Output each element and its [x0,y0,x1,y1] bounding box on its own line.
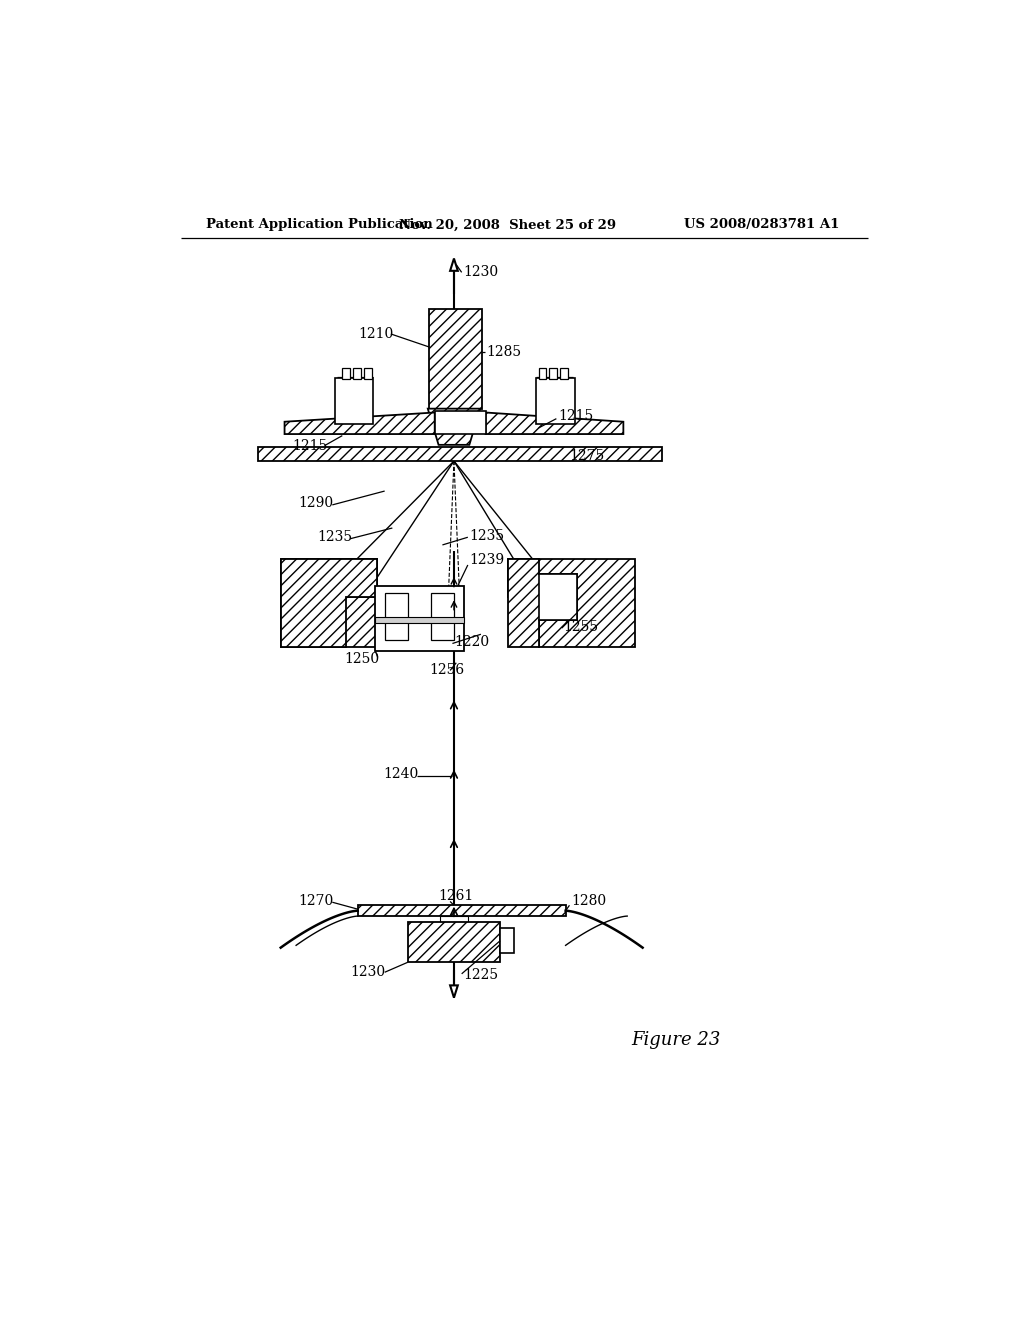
Polygon shape [285,412,435,434]
Bar [376,586,464,651]
Text: 1239: 1239 [469,553,505,568]
Text: 1290: 1290 [298,496,334,511]
Text: 1210: 1210 [358,327,394,341]
Polygon shape [451,985,458,998]
Bar [353,368,360,379]
Text: 1256: 1256 [429,664,465,677]
Bar [281,558,377,647]
Text: 1280: 1280 [571,895,606,908]
Bar [539,368,547,379]
Bar [346,558,377,597]
Bar [550,368,557,379]
Text: Nov. 20, 2008  Sheet 25 of 29: Nov. 20, 2008 Sheet 25 of 29 [399,218,616,231]
Polygon shape [428,409,480,445]
Bar [537,378,574,424]
Text: US 2008/0283781 A1: US 2008/0283781 A1 [684,218,839,231]
Text: 1240: 1240 [383,767,419,781]
Text: 1270: 1270 [298,894,334,908]
Bar [346,558,377,597]
Polygon shape [508,558,635,647]
Text: 1235: 1235 [316,531,352,544]
Bar [364,368,372,379]
Polygon shape [281,558,377,647]
Polygon shape [508,558,578,647]
Text: 1275: 1275 [569,449,605,462]
Bar [429,309,481,409]
Bar [357,906,565,916]
Text: 1220: 1220 [454,635,489,649]
Bar [258,447,662,461]
Bar [539,574,578,620]
Text: 1230: 1230 [463,265,499,280]
Bar [408,923,500,962]
Text: 1285: 1285 [486,346,521,359]
Text: 1215: 1215 [558,409,593,424]
Bar [376,616,464,623]
Bar [431,594,454,640]
Bar [560,368,568,379]
Polygon shape [451,259,458,271]
Text: 1230: 1230 [350,965,385,979]
Text: Figure 23: Figure 23 [631,1031,721,1049]
Text: 1215: 1215 [292,438,328,453]
Text: 1255: 1255 [563,619,598,634]
Text: 1250: 1250 [345,652,380,665]
Text: 1225: 1225 [463,969,499,982]
Text: 1261: 1261 [438,890,474,903]
Bar [435,411,485,434]
Bar [440,916,468,923]
Text: Patent Application Publication: Patent Application Publication [206,218,433,231]
Polygon shape [485,412,624,434]
Bar [342,368,350,379]
Bar [500,928,514,953]
Bar [385,594,408,640]
Bar [539,574,578,620]
Bar [335,378,373,424]
Text: 1235: 1235 [469,529,505,543]
